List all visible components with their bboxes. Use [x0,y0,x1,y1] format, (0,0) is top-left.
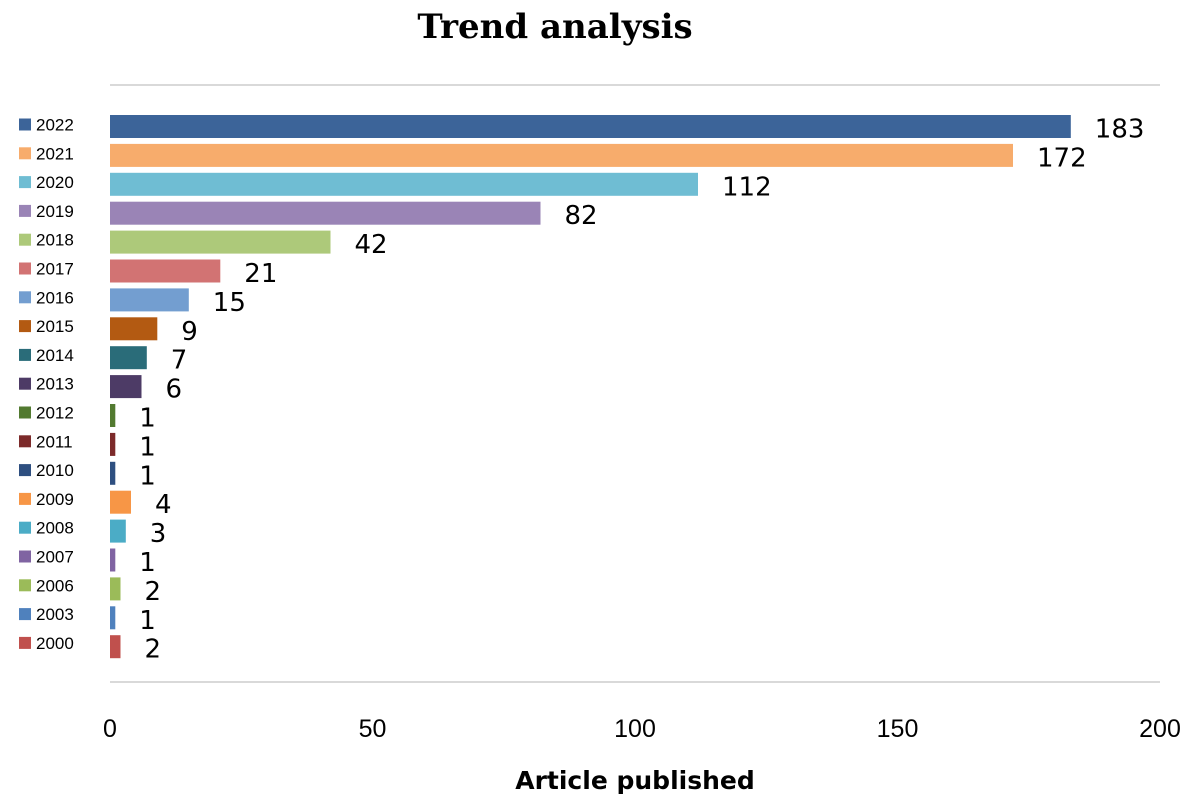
x-tick-label-100: 100 [614,715,656,743]
bar-2008 [110,519,126,543]
data-label-2006: 2 [145,577,162,607]
legend-swatch-2021 [19,147,31,160]
data-label-2007: 1 [139,548,156,578]
x-axis-label: Article published [515,766,755,795]
legend-label-2007: 2007 [36,548,74,567]
data-label-2003: 1 [139,606,156,636]
legend-label-2008: 2008 [36,519,74,538]
legend-label-2016: 2016 [36,288,74,307]
data-label-2017: 21 [244,259,277,289]
legend-label-2019: 2019 [36,202,74,221]
bar-2019 [110,201,541,225]
legend-label-2014: 2014 [36,346,74,365]
bar-2013 [110,375,142,399]
bar-2017 [110,259,221,283]
legend-label-2006: 2006 [36,576,74,595]
bar-2015 [110,317,158,341]
legend-label-2015: 2015 [36,317,74,336]
chart-title: Trend analysis [417,7,692,47]
bar-2006 [110,577,121,601]
bar-2020 [110,172,698,196]
legend-label-2013: 2013 [36,375,74,394]
x-tick-label-50: 50 [359,715,387,743]
data-label-2018: 42 [355,230,388,260]
data-label-2016: 15 [213,288,246,318]
bar-2011 [110,432,116,456]
legend-swatch-2000 [19,636,31,649]
legend-swatch-2018 [19,233,31,246]
legend-label-2003: 2003 [36,605,74,624]
legend-swatch-2012 [19,406,31,419]
legend-label-2010: 2010 [36,461,74,480]
legend-swatch-2011 [19,435,31,448]
data-label-2013: 6 [166,375,183,405]
legend-label-2022: 2022 [36,116,74,135]
legend-swatch-2017 [19,262,31,275]
legend-label-2017: 2017 [36,260,74,279]
legend-swatch-2020 [19,176,31,189]
x-tick-label-150: 150 [877,715,919,743]
bar-group [110,115,1071,659]
legend-swatch-2003 [19,608,31,621]
legend-label-2009: 2009 [36,490,74,509]
data-label-2008: 3 [150,519,167,549]
legend: 2022 2021 2020 2019 2018 2017 2016 2015 2014 2013… [19,116,74,653]
bar-2000 [110,635,121,659]
bar-2014 [110,346,147,370]
legend-label-2000: 2000 [36,634,74,653]
legend-swatch-2019 [19,204,31,217]
bar-2016 [110,288,189,312]
data-label-2012: 1 [139,404,156,434]
legend-swatch-2010 [19,464,31,477]
legend-swatch-2007 [19,550,31,563]
legend-swatch-2014 [19,348,31,361]
data-label-2020: 112 [722,172,772,202]
data-label-2011: 1 [139,432,156,462]
bar-2007 [110,548,116,572]
data-label-2009: 4 [155,490,172,520]
legend-label-2012: 2012 [36,404,74,423]
data-label-2019: 82 [565,201,598,231]
bar-2003 [110,606,116,630]
legend-swatch-2013 [19,377,31,390]
legend-label-2021: 2021 [36,144,74,163]
data-label-2010: 1 [139,461,156,491]
bar-2022 [110,115,1071,138]
x-tick-label-0: 0 [103,715,117,743]
data-label-2021: 172 [1037,143,1087,173]
bar-2018 [110,230,331,254]
legend-label-2018: 2018 [36,231,74,250]
legend-swatch-2006 [19,579,31,592]
bar-2009 [110,490,131,514]
data-label-2015: 9 [181,317,198,347]
data-label-2000: 2 [145,635,162,665]
legend-swatch-2016 [19,291,31,304]
x-axis-ticks: 0 50 100 150 200 [103,715,1181,743]
bar-2010 [110,461,116,485]
data-label-2014: 7 [171,346,188,376]
legend-swatch-2015 [19,320,31,333]
legend-swatch-2022 [19,118,31,131]
legend-swatch-2008 [19,521,31,534]
legend-label-2020: 2020 [36,173,74,192]
x-tick-label-200: 200 [1139,715,1181,743]
legend-label-2011: 2011 [36,432,73,451]
bar-2021 [110,143,1013,167]
bar-2012 [110,404,116,427]
legend-swatch-2009 [19,492,31,505]
data-label-2022: 183 [1095,115,1145,145]
